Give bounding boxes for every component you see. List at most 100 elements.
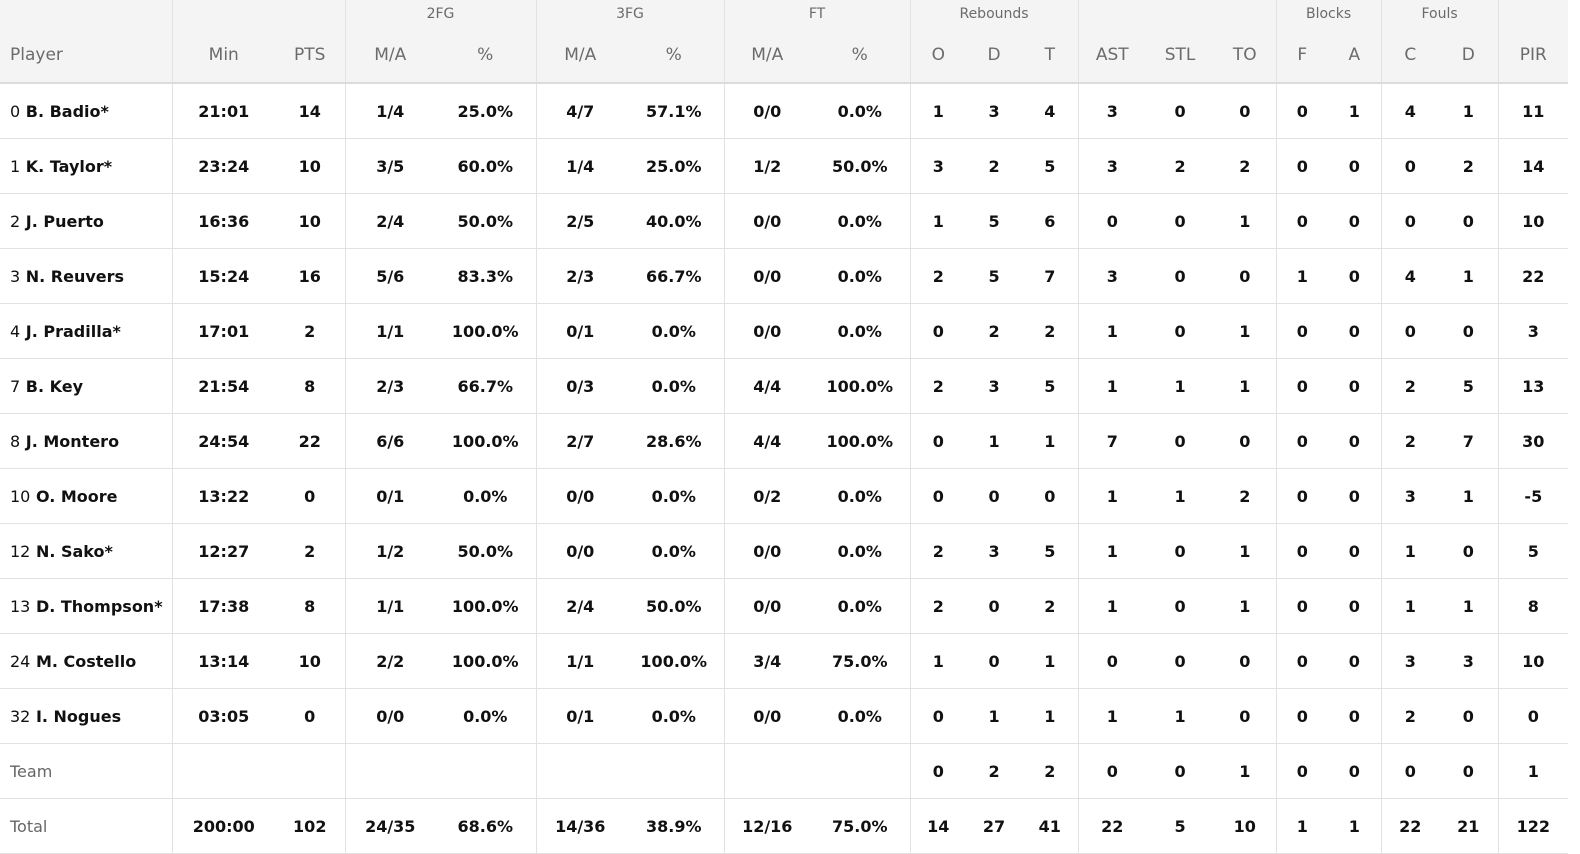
stat-pir: 30 <box>1498 413 1569 469</box>
stat-2fg-ma: 2/2 <box>345 633 435 689</box>
column-header-reb-d[interactable]: D <box>966 28 1023 84</box>
column-header-ft-ma[interactable]: M/A <box>724 28 810 84</box>
column-header-reb-o[interactable]: O <box>910 28 967 84</box>
stat-2fg-pct: 50.0% <box>435 523 537 579</box>
stat-2fg-ma: 5/6 <box>345 248 435 304</box>
column-header-reb-t[interactable]: T <box>1022 28 1079 84</box>
stat-min: 15:24 <box>172 248 275 304</box>
stat-reb-d: 2 <box>966 743 1023 799</box>
stat-2fg-ma: 2/3 <box>345 358 435 414</box>
stat-3fg-ma: 2/7 <box>536 413 624 469</box>
stat-fouls-d: 7 <box>1439 413 1499 469</box>
stat-to: 1 <box>1214 523 1277 579</box>
stat-blk-f: 0 <box>1276 578 1329 634</box>
jersey-number: 0 <box>10 101 21 121</box>
stat-blk-a: 1 <box>1328 798 1382 854</box>
stat-ft-ma: 0/0 <box>724 303 810 359</box>
total-row: Total 200:00 102 24/35 68.6% 14/36 38.9% 12/16 7… <box>0 798 1569 854</box>
player-name-link[interactable]: B. Key <box>25 376 84 396</box>
stat-min: 200:00 <box>172 798 275 854</box>
stat-blk-a: 0 <box>1328 633 1382 689</box>
player-name-link[interactable]: J. Pradilla* <box>25 321 121 341</box>
stat-reb-o: 0 <box>910 468 967 524</box>
stat-fouls-c: 3 <box>1381 633 1440 689</box>
jersey-number: 7 <box>10 376 21 396</box>
stat-pts: 102 <box>275 798 346 854</box>
stat-stl: 1 <box>1146 688 1215 744</box>
stat-fouls-c: 2 <box>1381 413 1440 469</box>
column-header-fouls-d[interactable]: D <box>1439 28 1499 84</box>
stat-reb-t: 4 <box>1022 83 1079 139</box>
stat-pts: 10 <box>275 193 346 249</box>
stat-ft-ma: 4/4 <box>724 358 810 414</box>
stat-reb-d: 0 <box>966 468 1023 524</box>
stat-reb-d: 3 <box>966 523 1023 579</box>
player-cell: 12 N. Sako* <box>0 523 173 579</box>
jersey-number: 32 <box>10 706 31 726</box>
player-name-link[interactable]: D. Thompson* <box>35 596 163 616</box>
player-name-link[interactable]: O. Moore <box>35 486 118 506</box>
stat-blk-a: 0 <box>1328 303 1382 359</box>
stat-reb-t: 1 <box>1022 633 1079 689</box>
player-name-link[interactable]: B. Badio* <box>25 101 109 121</box>
column-header-blk-a[interactable]: A <box>1328 28 1382 84</box>
column-header-3fg-ma[interactable]: M/A <box>536 28 624 84</box>
stat-ast: 0 <box>1078 633 1147 689</box>
player-name-link[interactable]: M. Costello <box>35 651 137 671</box>
stat-fouls-c: 22 <box>1381 798 1440 854</box>
stat-pir: 10 <box>1498 633 1569 689</box>
stat-reb-o: 0 <box>910 688 967 744</box>
stat-ft-pct <box>810 743 911 799</box>
stat-reb-d: 3 <box>966 358 1023 414</box>
stat-min: 23:24 <box>172 138 275 194</box>
stat-pts: 8 <box>275 358 346 414</box>
column-header-blk-f[interactable]: F <box>1276 28 1329 84</box>
column-header-player[interactable]: Player <box>0 28 173 84</box>
column-header-ast[interactable]: AST <box>1078 28 1147 84</box>
stat-pts: 0 <box>275 468 346 524</box>
player-name-link[interactable]: K. Taylor* <box>25 156 113 176</box>
stat-reb-t: 1 <box>1022 688 1079 744</box>
column-header-fouls-c[interactable]: C <box>1381 28 1440 84</box>
column-header-to[interactable]: TO <box>1214 28 1277 84</box>
stat-stl: 1 <box>1146 468 1215 524</box>
player-name-link[interactable]: N. Sako* <box>35 541 113 561</box>
stat-fouls-d: 0 <box>1439 523 1499 579</box>
stat-pir: 3 <box>1498 303 1569 359</box>
player-name-link[interactable]: J. Puerto <box>25 211 104 231</box>
column-header-pts[interactable]: PTS <box>275 28 346 84</box>
column-header-3fg-pct[interactable]: % <box>624 28 725 84</box>
stat-2fg-pct: 68.6% <box>435 798 537 854</box>
stat-to: 2 <box>1214 468 1277 524</box>
stat-ast: 0 <box>1078 743 1147 799</box>
stat-fouls-d: 1 <box>1439 83 1499 139</box>
player-cell: 13 D. Thompson* <box>0 578 173 634</box>
stat-reb-t: 0 <box>1022 468 1079 524</box>
column-header-2fg-ma[interactable]: M/A <box>345 28 435 84</box>
column-header-min[interactable]: Min <box>172 28 275 84</box>
column-header-2fg-pct[interactable]: % <box>435 28 537 84</box>
stat-ft-ma: 0/0 <box>724 248 810 304</box>
stat-3fg-ma: 0/1 <box>536 303 624 359</box>
column-header-stl[interactable]: STL <box>1146 28 1215 84</box>
stat-to: 0 <box>1214 413 1277 469</box>
stat-to: 0 <box>1214 688 1277 744</box>
stat-ft-pct: 75.0% <box>810 633 911 689</box>
column-header-pir[interactable]: PIR <box>1498 28 1569 84</box>
column-header-ft-pct[interactable]: % <box>810 28 911 84</box>
stat-ast: 3 <box>1078 248 1147 304</box>
stat-blk-f: 0 <box>1276 83 1329 139</box>
stat-reb-d: 5 <box>966 248 1023 304</box>
player-name-link[interactable]: J. Montero <box>25 431 120 451</box>
stat-ft-pct: 0.0% <box>810 468 911 524</box>
stat-3fg-ma: 0/3 <box>536 358 624 414</box>
stat-min: 13:14 <box>172 633 275 689</box>
player-name-link[interactable]: I. Nogues <box>35 706 122 726</box>
stat-blk-f: 0 <box>1276 138 1329 194</box>
stat-min: 17:01 <box>172 303 275 359</box>
stat-fouls-c: 1 <box>1381 523 1440 579</box>
player-row: 0 B. Badio* 21:01 14 1/4 25.0% 4/7 57.1% 0/0 0.0… <box>0 83 1569 139</box>
player-name-link[interactable]: N. Reuvers <box>25 266 125 286</box>
stat-stl: 0 <box>1146 193 1215 249</box>
stat-reb-o: 0 <box>910 303 967 359</box>
